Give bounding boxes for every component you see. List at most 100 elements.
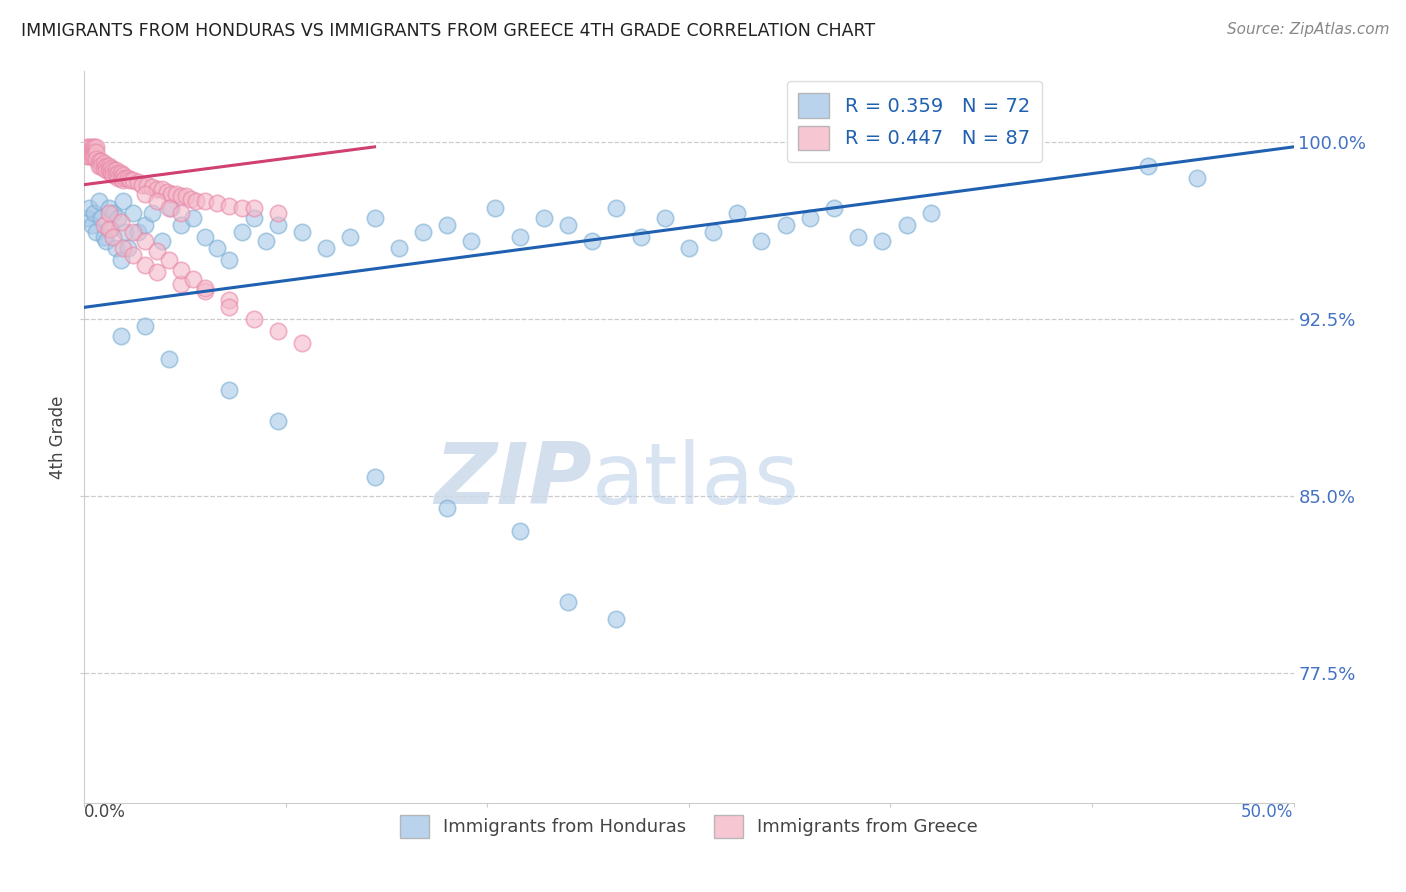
Point <box>775 218 797 232</box>
Point <box>76 145 98 159</box>
Point <box>170 189 193 203</box>
Point <box>110 253 132 268</box>
Point <box>218 301 240 315</box>
Point <box>76 149 98 163</box>
Point <box>157 253 180 268</box>
Point <box>86 140 108 154</box>
Point <box>94 234 117 248</box>
Point <box>103 168 125 182</box>
Point <box>100 161 122 175</box>
Point <box>134 258 156 272</box>
Point <box>460 234 482 248</box>
Point <box>97 222 120 236</box>
Point <box>94 159 117 173</box>
Point <box>194 229 217 244</box>
Point <box>86 225 108 239</box>
Point <box>134 187 156 202</box>
Point <box>1185 170 1208 185</box>
Point <box>267 218 290 232</box>
Point <box>107 170 129 185</box>
Point <box>80 149 103 163</box>
Point <box>388 241 411 255</box>
Point <box>97 159 120 173</box>
Point <box>207 196 229 211</box>
Point <box>184 194 207 208</box>
Point <box>194 284 217 298</box>
Point <box>1137 159 1160 173</box>
Point <box>181 211 204 225</box>
Point <box>702 225 724 239</box>
Point <box>170 262 193 277</box>
Point <box>509 229 531 244</box>
Point <box>725 206 748 220</box>
Point <box>218 253 240 268</box>
Point <box>799 211 821 225</box>
Point <box>218 293 240 308</box>
Point <box>170 206 193 220</box>
Point <box>150 182 173 196</box>
Text: ZIP: ZIP <box>434 440 592 523</box>
Point <box>339 229 361 244</box>
Point <box>242 201 264 215</box>
Point <box>436 500 458 515</box>
Text: 50.0%: 50.0% <box>1241 803 1294 821</box>
Point <box>104 163 127 178</box>
Point <box>107 166 129 180</box>
Point <box>157 201 180 215</box>
Point <box>170 218 193 232</box>
Point <box>76 140 98 154</box>
Point <box>557 595 579 609</box>
Y-axis label: 4th Grade: 4th Grade <box>49 395 67 479</box>
Point <box>131 178 153 192</box>
Point <box>412 225 434 239</box>
Point <box>104 168 127 182</box>
Point <box>100 222 122 236</box>
Point <box>146 265 169 279</box>
Point <box>103 229 125 244</box>
Point <box>134 234 156 248</box>
Point <box>823 201 845 215</box>
Point <box>87 159 110 173</box>
Point <box>77 140 100 154</box>
Point <box>242 312 264 326</box>
Point <box>127 175 149 189</box>
Point <box>872 234 894 248</box>
Point <box>557 218 579 232</box>
Point <box>533 211 555 225</box>
Point <box>363 470 385 484</box>
Point <box>291 335 314 350</box>
Point <box>93 229 115 244</box>
Point <box>165 187 187 202</box>
Point <box>93 161 115 175</box>
Point <box>134 218 156 232</box>
Point <box>110 166 132 180</box>
Point <box>170 277 193 291</box>
Point <box>231 201 253 215</box>
Text: atlas: atlas <box>592 440 800 523</box>
Point <box>97 201 120 215</box>
Point <box>134 319 156 334</box>
Point <box>97 163 120 178</box>
Point <box>103 163 125 178</box>
Point <box>146 194 169 208</box>
Point <box>110 215 132 229</box>
Point <box>127 225 149 239</box>
Point <box>87 194 110 208</box>
Point <box>90 211 112 225</box>
Point <box>76 211 98 225</box>
Point <box>484 201 506 215</box>
Point <box>141 180 163 194</box>
Point <box>581 234 603 248</box>
Point <box>110 170 132 185</box>
Text: Source: ZipAtlas.com: Source: ZipAtlas.com <box>1226 22 1389 37</box>
Point <box>110 328 132 343</box>
Text: IMMIGRANTS FROM HONDURAS VS IMMIGRANTS FROM GREECE 4TH GRADE CORRELATION CHART: IMMIGRANTS FROM HONDURAS VS IMMIGRANTS F… <box>21 22 875 40</box>
Point <box>117 241 139 255</box>
Point <box>267 324 290 338</box>
Point <box>436 218 458 232</box>
Point <box>896 218 918 232</box>
Point <box>654 211 676 225</box>
Point <box>120 173 142 187</box>
Point <box>231 225 253 239</box>
Point <box>363 211 385 225</box>
